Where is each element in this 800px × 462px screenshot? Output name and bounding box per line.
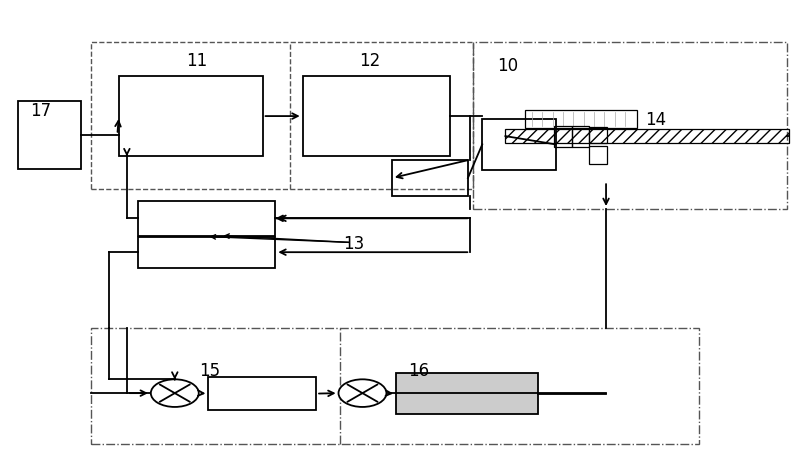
Circle shape [151, 379, 198, 407]
Bar [119, 76, 262, 156]
Text: 12: 12 [359, 52, 380, 70]
Bar [18, 101, 81, 169]
Bar [138, 237, 275, 268]
Bar [572, 126, 590, 147]
Bar [482, 119, 556, 170]
Bar [302, 76, 450, 156]
Bar [590, 146, 607, 164]
Bar [138, 201, 275, 236]
Text: 15: 15 [199, 363, 221, 381]
Text: 14: 14 [645, 111, 666, 129]
Bar [526, 110, 637, 128]
Bar [392, 159, 468, 196]
Bar [208, 377, 316, 410]
Text: 10: 10 [498, 57, 518, 75]
Text: 11: 11 [186, 52, 207, 70]
Bar [590, 127, 607, 144]
Bar [554, 126, 572, 147]
Text: 17: 17 [30, 102, 51, 120]
Bar [396, 373, 538, 414]
Text: 13: 13 [343, 235, 364, 253]
Text: 16: 16 [408, 363, 429, 381]
Bar [506, 129, 789, 144]
Circle shape [338, 379, 386, 407]
